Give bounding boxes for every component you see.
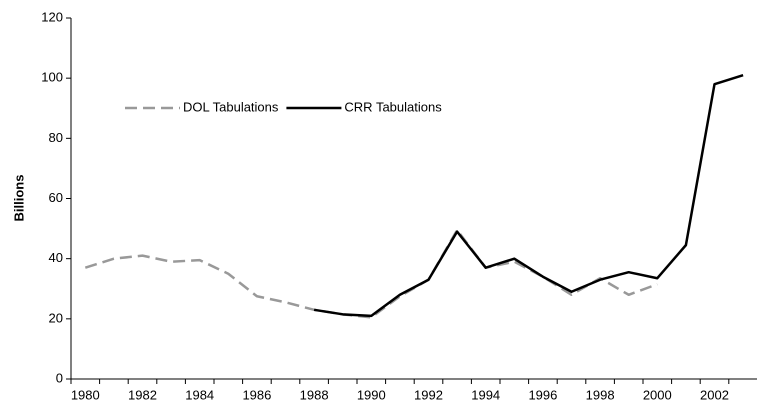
x-tick-label: 1994 xyxy=(471,387,500,402)
x-tick-label: 2002 xyxy=(700,387,729,402)
x-tick-label: 1980 xyxy=(71,387,100,402)
y-tick-label: 40 xyxy=(49,250,63,265)
y-tick-label: 80 xyxy=(49,130,63,145)
y-tick-label: 0 xyxy=(56,370,63,385)
x-tick-label: 1988 xyxy=(300,387,329,402)
x-tick-label: 1986 xyxy=(242,387,271,402)
legend-label: CRR Tabulations xyxy=(344,99,442,114)
y-tick-label: 100 xyxy=(41,70,63,85)
y-tick-label: 60 xyxy=(49,190,63,205)
x-tick-label: 1982 xyxy=(128,387,157,402)
series-line xyxy=(313,73,744,318)
x-tick-label: 1990 xyxy=(357,387,386,402)
x-tick-label: 2000 xyxy=(643,387,672,402)
x-tick-label: 1996 xyxy=(528,387,557,402)
y-tick-label: 120 xyxy=(41,9,63,24)
y-tick-label: 20 xyxy=(49,310,63,325)
x-tick-label: 1984 xyxy=(185,387,214,402)
y-axis-label: Billions xyxy=(11,175,26,222)
series-line xyxy=(84,228,658,319)
legend-label: DOL Tabulations xyxy=(183,99,279,114)
x-tick-label: 1992 xyxy=(414,387,443,402)
x-tick-label: 1998 xyxy=(586,387,615,402)
